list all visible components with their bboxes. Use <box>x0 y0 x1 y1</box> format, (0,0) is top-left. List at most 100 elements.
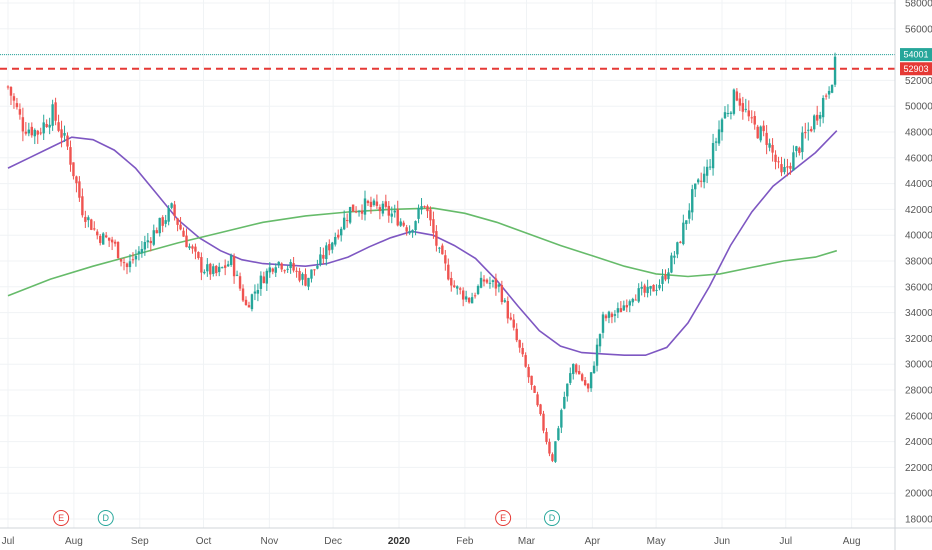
candle-body <box>30 126 33 136</box>
candle-body <box>81 196 84 216</box>
candle-body <box>146 240 150 243</box>
candle-body <box>179 224 182 230</box>
candle-body <box>298 271 301 281</box>
candle-body <box>622 305 626 311</box>
candle-body <box>113 241 117 244</box>
x-tick-label: Jul <box>779 536 792 547</box>
candle-body <box>461 290 465 300</box>
candle-body <box>149 240 152 244</box>
candle-body <box>250 294 254 310</box>
candle-body <box>322 254 325 259</box>
candle-body <box>206 264 209 272</box>
candle-body <box>420 206 423 210</box>
y-tick-label: 32000 <box>905 334 932 345</box>
candle-body <box>93 228 96 230</box>
event-marker-e[interactable] <box>495 510 512 526</box>
candle-body <box>170 203 173 208</box>
candle-body <box>363 198 367 215</box>
candle-body <box>682 222 685 245</box>
candle-body <box>518 340 521 348</box>
candle-body <box>789 165 792 169</box>
candle-body <box>575 364 578 373</box>
candle-body <box>402 222 405 226</box>
event-marker-d[interactable] <box>544 510 560 526</box>
candle-body <box>566 383 569 397</box>
grid-lines <box>0 0 895 528</box>
candle-body <box>238 276 242 289</box>
candle-body <box>485 279 489 283</box>
candle-body <box>161 217 164 226</box>
candle-body <box>39 132 42 134</box>
candle-body <box>12 96 16 101</box>
candle-body <box>753 115 756 125</box>
candle-body <box>708 166 712 168</box>
x-tick-label: Aug <box>843 536 861 547</box>
candle-body <box>676 242 679 255</box>
event-marker-e[interactable] <box>53 510 70 526</box>
candle-body <box>661 276 664 284</box>
candle-body <box>711 143 715 169</box>
x-tick-label: Dec <box>324 536 342 547</box>
candle-body <box>524 355 527 367</box>
candle-body <box>616 308 620 313</box>
candle-body <box>691 189 694 213</box>
x-tick-label: Jul <box>2 536 15 547</box>
candle-body <box>717 129 721 144</box>
candle-body <box>116 241 120 259</box>
event-marker-label: D <box>549 513 556 523</box>
candle-body <box>342 217 346 230</box>
y-tick-label: 50000 <box>905 102 932 113</box>
candle-body <box>833 56 837 85</box>
candle-body <box>265 270 269 284</box>
candle-body <box>631 298 634 303</box>
last-price-tag-label: 54001 <box>903 50 928 60</box>
candle-body <box>580 374 584 381</box>
candle-body <box>69 147 72 165</box>
candle-body <box>45 123 48 128</box>
candle-body <box>435 231 438 246</box>
candlesticks <box>6 52 837 463</box>
candle-body <box>723 112 727 119</box>
candle-body <box>453 285 456 288</box>
x-tick-label: Jun <box>714 536 730 547</box>
candle-body <box>411 230 414 233</box>
candle-body <box>357 210 361 213</box>
resistance-price-tag <box>900 62 932 76</box>
candle-body <box>408 231 411 234</box>
candle-body <box>369 201 373 207</box>
x-tick-label: 2020 <box>388 536 411 547</box>
moving-average-1 <box>7 130 838 357</box>
candle-body <box>337 234 340 238</box>
candle-body <box>15 103 19 108</box>
x-tick-label: Aug <box>65 536 83 547</box>
candle-body <box>456 286 459 289</box>
candle-body <box>295 270 298 272</box>
x-tick-label: May <box>647 536 666 547</box>
candle-body <box>705 166 709 176</box>
candle-body <box>247 305 251 308</box>
candle-body <box>628 301 631 306</box>
x-tick-label: Apr <box>585 536 601 547</box>
candle-body <box>714 141 718 143</box>
candle-body <box>375 201 379 206</box>
candle-body <box>241 288 245 301</box>
candle-body <box>830 84 834 93</box>
price-tags: 54001 52903 <box>900 48 932 76</box>
candle-body <box>720 119 724 133</box>
candle-body <box>378 207 382 212</box>
candle-body <box>316 265 319 269</box>
candle-body <box>176 218 179 225</box>
candle-body <box>673 255 676 258</box>
candle-body <box>821 98 825 118</box>
candle-body <box>167 208 170 222</box>
event-marker-d[interactable] <box>97 510 114 526</box>
candle-body <box>390 213 393 217</box>
candle-body <box>164 220 167 224</box>
candle-body <box>494 278 498 289</box>
candle-body <box>345 220 349 222</box>
x-tick-label: Feb <box>456 536 474 547</box>
candle-body <box>536 394 539 406</box>
candle-body <box>417 207 420 219</box>
